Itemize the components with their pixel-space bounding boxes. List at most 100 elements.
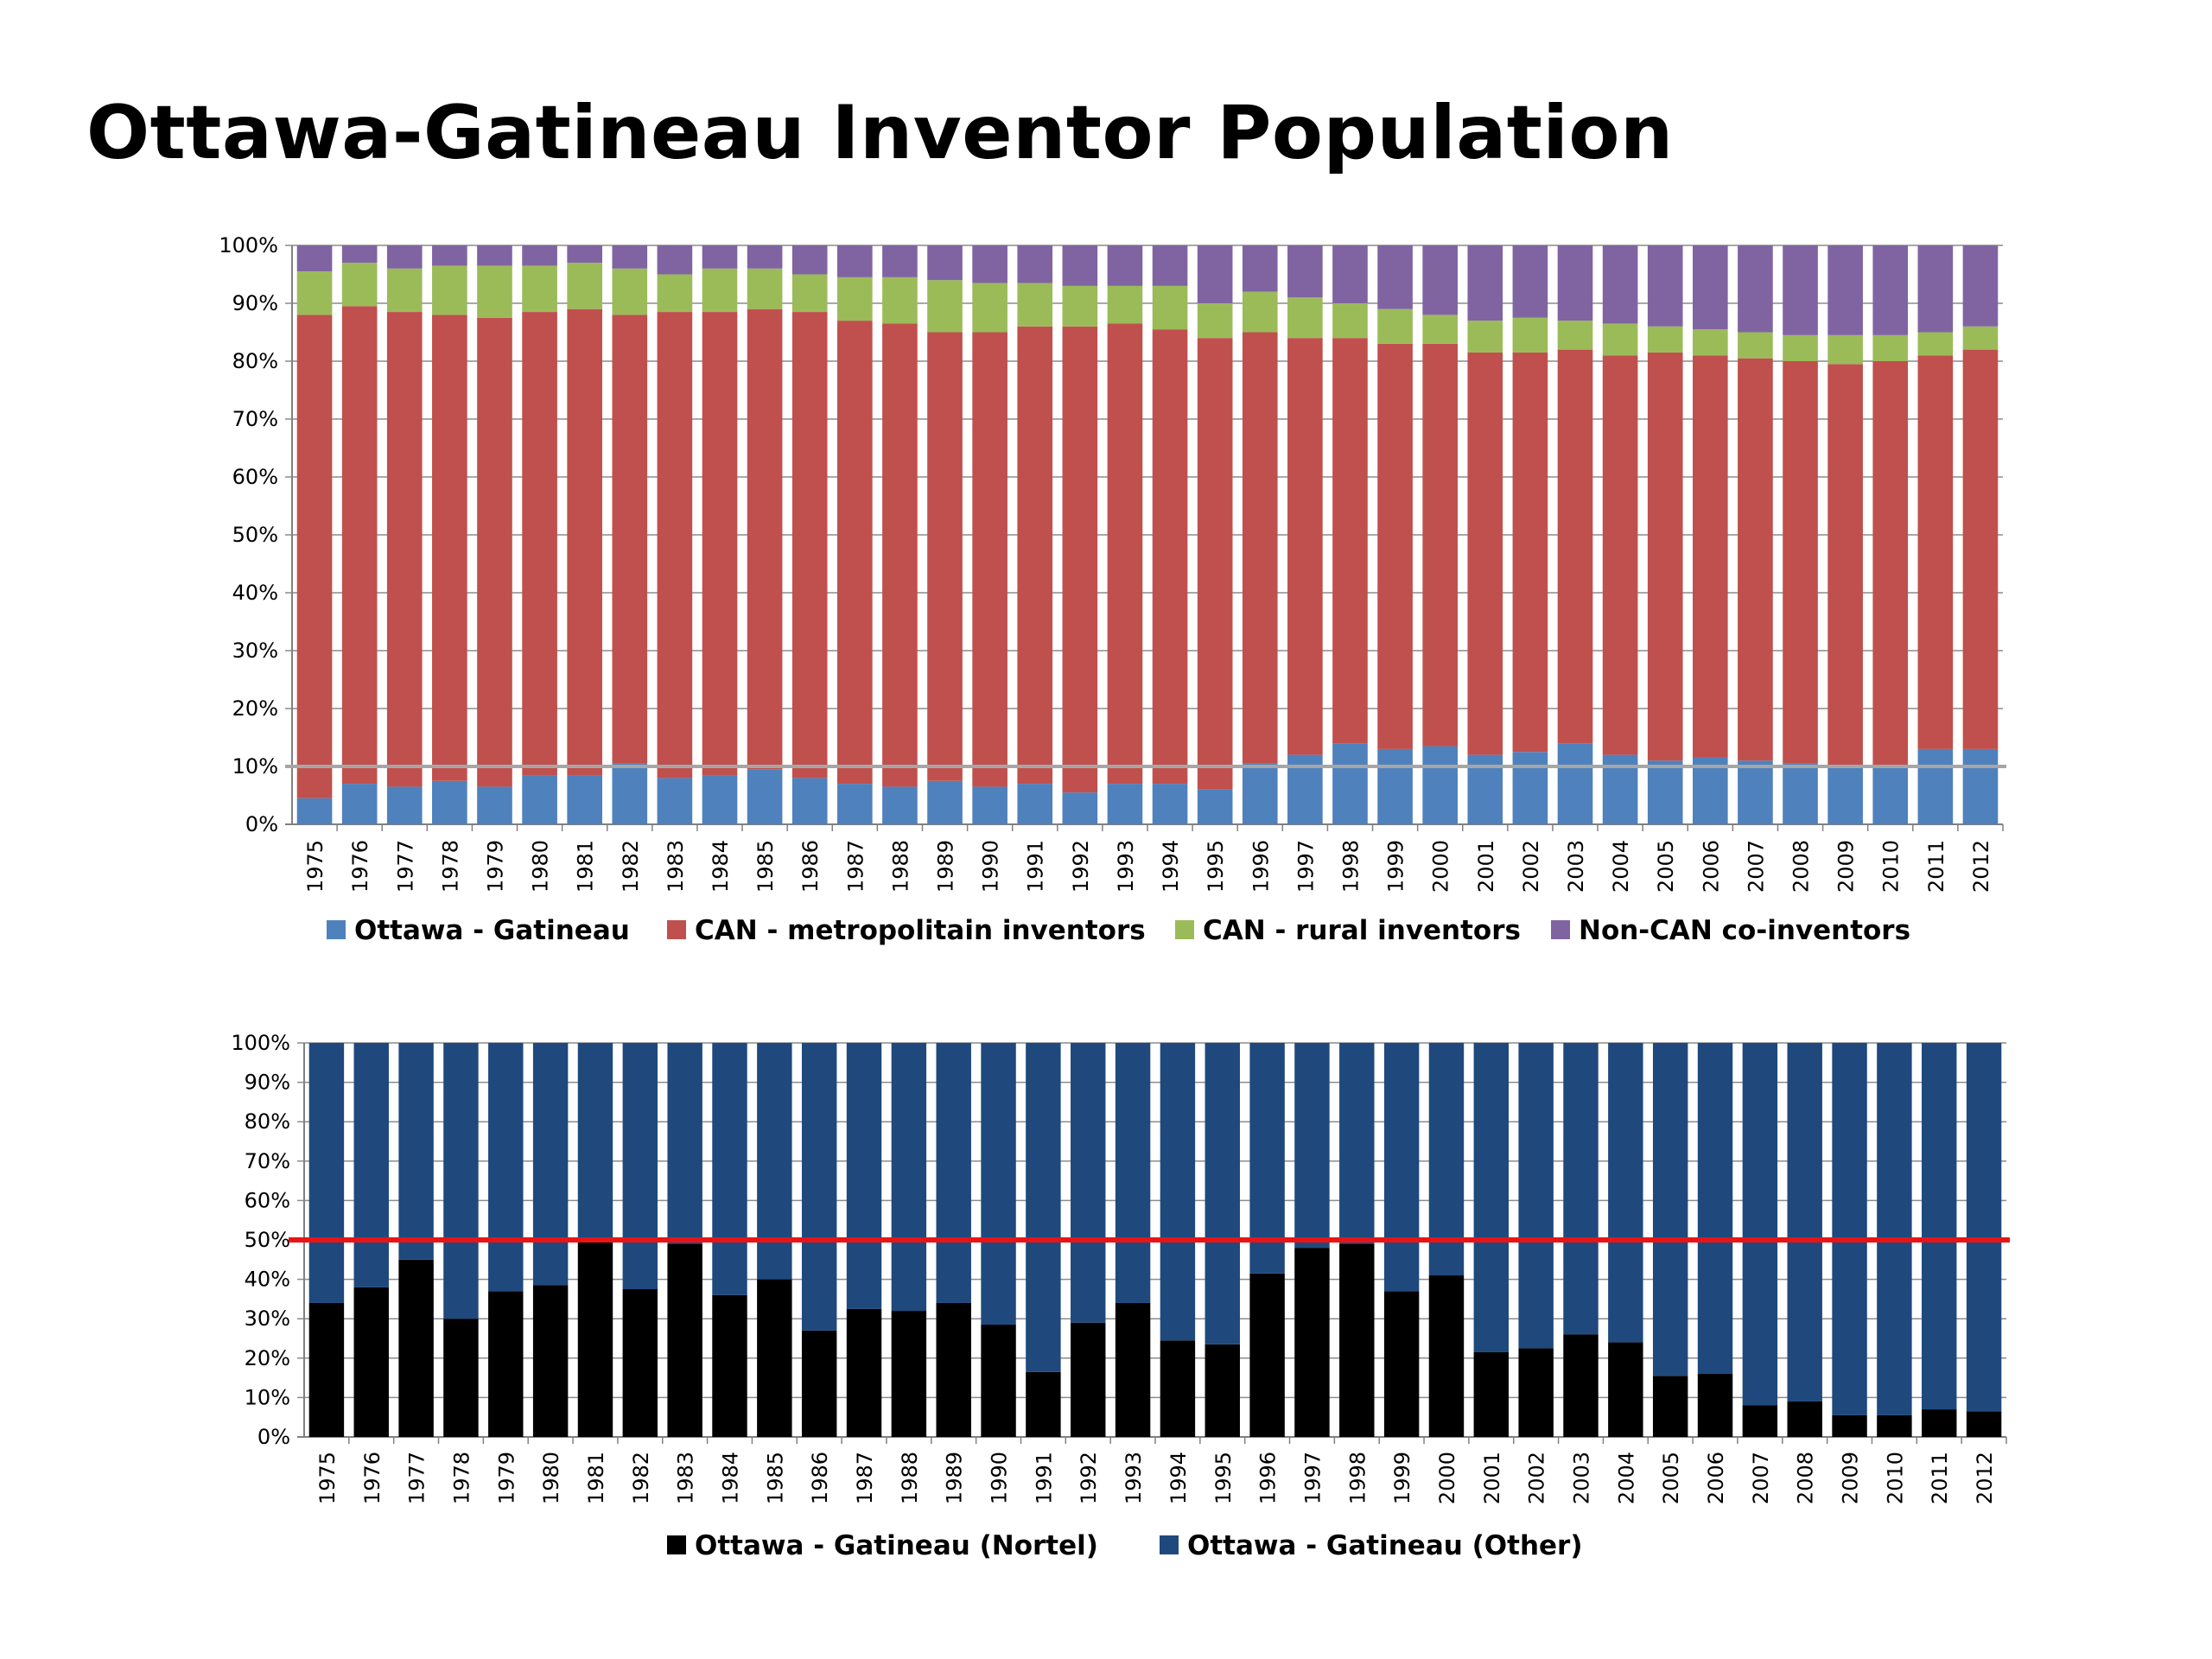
bottom-bar-1994-series-1 [1160,1043,1196,1341]
top-bar-1995-series-2 [1197,303,1233,339]
top-x-tick-label: 1995 [1204,840,1228,893]
bottom-bar-2012-series-1 [1966,1043,2002,1412]
top-bar-2007-series-2 [1738,332,1773,359]
top-x-tick-label: 2002 [1519,840,1543,893]
bottom-x-tick-label: 2011 [1928,1452,1952,1504]
bottom-x-tick-label: 2010 [1883,1452,1907,1504]
bottom-bar-1985-series-1 [757,1043,792,1280]
bottom-x-tick-label: 2002 [1525,1452,1549,1504]
top-bar-1979-series-0 [477,786,512,824]
top-x-tick-label: 1979 [483,840,507,893]
bottom-bar-1975-series-1 [308,1043,345,1303]
top-bar-2012-series-1 [1962,349,1999,749]
top-bar-2011-series-1 [1917,355,1954,749]
top-x-tick-label: 1982 [619,840,643,893]
bottom-bar-2000-series-0 [1428,1275,1465,1437]
bottom-x-tick-label: 1999 [1390,1452,1414,1504]
bottom-bar-1979-series-0 [488,1291,524,1437]
bottom-x-tick-label: 1983 [674,1452,698,1504]
bottom-bar-1995-series-1 [1205,1043,1240,1344]
bottom-bar-1978-series-1 [443,1043,479,1319]
top-bar-1995-series-0 [1197,789,1233,824]
top-bar-1985-series-1 [747,308,783,770]
top-y-tick-label: 80% [232,349,278,373]
bottom-bar-1977-series-1 [398,1043,434,1260]
top-bar-2010-series-3 [1872,245,1909,335]
top-x-tick-label: 1986 [798,840,823,893]
top-bar-1993-series-2 [1107,285,1143,324]
top-bar-2011-series-2 [1917,332,1954,356]
bottom-x-tick-label: 1998 [1345,1452,1370,1504]
top-x-tick-label: 1997 [1294,840,1318,893]
top-bar-2003-series-0 [1557,743,1593,824]
bottom-x-tick-label: 2004 [1614,1452,1638,1504]
top-legend-swatch [327,920,346,939]
top-bar-1992-series-2 [1062,285,1098,327]
top-legend-swatch [667,920,686,939]
bottom-x-tick-label: 2012 [1973,1452,1997,1504]
bottom-bar-1989-series-0 [936,1302,971,1437]
top-bar-2006-series-0 [1692,757,1728,824]
top-bar-2000-series-1 [1422,343,1459,747]
top-bar-1988-series-3 [882,245,918,277]
top-bar-2009-series-1 [1827,364,1863,766]
bottom-bar-1980-series-1 [532,1043,569,1286]
bottom-bar-1975-series-0 [308,1302,345,1437]
top-bar-1987-series-0 [836,784,873,824]
top-legend-label: Non-CAN co-inventors [1579,915,1910,946]
top-bar-1990-series-3 [972,245,1007,283]
top-bar-2000-series-3 [1422,245,1459,315]
bottom-x-tick-label: 1984 [719,1452,743,1504]
top-x-tick-label: 1990 [979,840,1003,893]
top-y-tick-label: 30% [232,639,278,663]
top-bar-1994-series-2 [1152,285,1188,330]
bottom-bar-1977-series-0 [398,1259,434,1437]
top-bar-1995-series-1 [1197,338,1233,790]
top-bar-1982-series-1 [612,315,648,764]
top-y-tick-label: 0% [245,812,278,836]
bottom-bar-1981-series-0 [577,1242,613,1437]
top-bar-2007-series-0 [1738,760,1773,824]
top-bar-1992-series-0 [1062,792,1098,824]
top-bar-2004-series-3 [1602,245,1638,324]
bottom-bar-1988-series-0 [891,1311,927,1437]
bottom-legend-swatch [1160,1535,1179,1554]
top-bar-2010-series-1 [1872,361,1909,766]
bottom-bar-2010-series-0 [1877,1414,1912,1437]
bottom-bar-2003-series-0 [1563,1334,1599,1437]
bottom-x-tick-label: 1987 [853,1452,877,1504]
top-bar-2003-series-2 [1557,321,1593,350]
top-bar-1984-series-0 [702,775,738,824]
top-bar-1986-series-3 [791,245,828,275]
top-bar-1989-series-0 [927,780,963,824]
top-x-tick-label: 2000 [1429,840,1453,893]
top-x-tick-label: 1996 [1249,840,1273,893]
bottom-bar-1990-series-0 [981,1325,1016,1437]
bottom-y-tick-label: 50% [245,1228,290,1252]
top-bar-1993-series-3 [1107,245,1143,286]
top-x-tick-label: 1975 [303,840,327,893]
top-x-tick-label: 1999 [1384,840,1408,893]
top-bar-1981-series-0 [567,775,603,824]
bottom-x-tick-label: 2006 [1704,1452,1728,1504]
bottom-bar-2001-series-0 [1473,1351,1510,1437]
top-x-tick-label: 2003 [1564,840,1588,893]
bottom-x-tick-label: 1986 [808,1452,832,1504]
top-bar-1979-series-3 [477,245,512,266]
top-bar-1996-series-1 [1242,332,1278,764]
top-bar-1988-series-0 [882,786,918,824]
top-bar-2006-series-2 [1692,329,1728,356]
top-bar-1994-series-3 [1152,245,1188,286]
top-bar-2002-series-0 [1512,752,1548,824]
bottom-bar-2010-series-1 [1877,1043,1912,1415]
top-x-tick-label: 2012 [1969,840,1993,893]
top-bar-1989-series-3 [927,245,963,281]
top-y-tick-label: 50% [232,523,278,547]
bottom-bar-2011-series-1 [1922,1043,1957,1410]
bottom-bar-1983-series-0 [667,1243,702,1437]
bottom-bar-1996-series-0 [1249,1273,1285,1437]
top-bar-1977-series-1 [386,312,423,787]
top-bar-1982-series-2 [612,268,648,315]
top-bar-1992-series-3 [1062,245,1098,286]
top-bar-1975-series-3 [296,245,333,272]
